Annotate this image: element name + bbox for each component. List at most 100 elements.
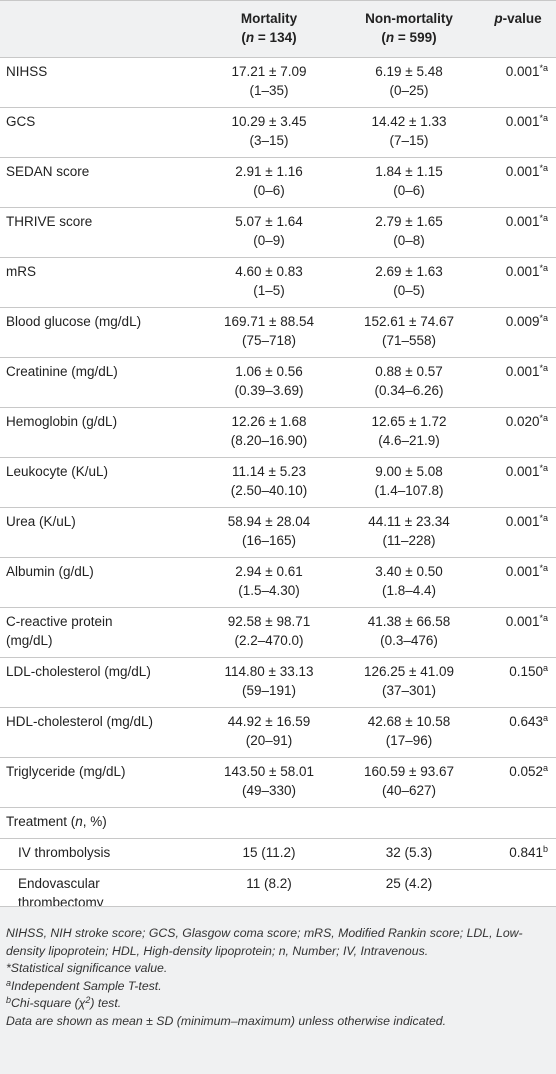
non-mortality-mean: 9.00 ± 5.08 xyxy=(375,464,443,479)
mortality-range: (2.2–470.0) xyxy=(234,633,304,648)
non-mortality-range: (1.8–4.4) xyxy=(381,583,437,598)
header-mortality-count: = 134) xyxy=(254,30,297,45)
table-row: Creatinine (mg/dL) 1.06 ± 0.56 (0.39–3.69)… xyxy=(0,357,556,408)
header-non-mortality-count: = 599) xyxy=(394,30,437,45)
p-value-cell: 0.001*a xyxy=(480,607,556,658)
row-label-text: Albumin (g/dL) xyxy=(6,564,94,579)
table-row: mRS 4.60 ± 0.83 (1–5) 2.69 ± 1.63 (0–5) 0.001… xyxy=(0,257,556,308)
row-label-text: C-reactive protein xyxy=(6,614,113,629)
p-value-cell: 0.001*a xyxy=(480,507,556,558)
p-value: 0.001 xyxy=(505,64,540,79)
mortality-mean: 10.29 ± 3.45 xyxy=(231,114,307,129)
p-value-cell: 0.001*a xyxy=(480,57,556,108)
row-label-text: SEDAN score xyxy=(6,164,90,179)
treatment-heading: Treatment (n, %) xyxy=(0,807,556,839)
row-label: Albumin (g/dL) xyxy=(0,557,200,608)
non-mortality-mean: 2.79 ± 1.65 xyxy=(375,214,443,229)
treatment-mortality-value: 15 (11.2) xyxy=(242,845,296,860)
non-mortality-range: (0–8) xyxy=(393,233,425,248)
table-header: Mortality (n = 134) Non-mortality (n = 5… xyxy=(0,0,556,58)
footnote-b: bChi-square (χ2) test. xyxy=(6,995,548,1013)
table-row: Urea (K/uL) 58.94 ± 28.04 (16–165) 44.11 ± … xyxy=(0,507,556,558)
table-row: GCS 10.29 ± 3.45 (3–15) 14.42 ± 1.33 (7–15) 0… xyxy=(0,107,556,158)
mortality-range: (0–6) xyxy=(253,183,285,198)
mortality-cell: 143.50 ± 58.01 (49–330) xyxy=(200,757,338,808)
treatment-label: IV thrombolysis xyxy=(0,838,200,870)
non-mortality-mean: 3.40 ± 0.50 xyxy=(375,564,443,579)
mortality-range: (1–35) xyxy=(249,83,289,98)
mortality-range: (20–91) xyxy=(245,733,293,748)
treatment-label-text: Endovascular xyxy=(18,876,100,891)
table-row: HDL-cholesterol (mg/dL) 44.92 ± 16.59 (20–… xyxy=(0,707,556,758)
table-row: Albumin (g/dL) 2.94 ± 0.61 (1.5–4.30) 3.40 … xyxy=(0,557,556,608)
table-row: Hemoglobin (g/dL) 12.26 ± 1.68 (8.20–16.90… xyxy=(0,407,556,458)
row-label: Creatinine (mg/dL) xyxy=(0,357,200,408)
mortality-mean: 4.60 ± 0.83 xyxy=(235,264,303,279)
mortality-mean: 44.92 ± 16.59 xyxy=(227,714,311,729)
mortality-cell: 2.91 ± 1.16 (0–6) xyxy=(200,157,338,208)
non-mortality-cell: 2.69 ± 1.63 (0–5) xyxy=(338,257,480,308)
header-p-rest: -value xyxy=(502,11,542,26)
non-mortality-mean: 6.19 ± 5.48 xyxy=(375,64,443,79)
header-p-italic: p xyxy=(494,11,503,26)
p-value: 0.009 xyxy=(505,314,540,329)
p-value-mark: *a xyxy=(539,613,548,623)
non-mortality-cell: 9.00 ± 5.08 (1.4–107.8) xyxy=(338,457,480,508)
non-mortality-cell: 1.84 ± 1.15 (0–6) xyxy=(338,157,480,208)
p-value-cell: 0.001*a xyxy=(480,557,556,608)
treatment-label-post: , %) xyxy=(82,814,107,829)
row-label: HDL-cholesterol (mg/dL) xyxy=(0,707,200,758)
mortality-mean: 143.50 ± 58.01 xyxy=(224,764,314,779)
mortality-range: (2.50–40.10) xyxy=(230,483,308,498)
p-value-cell: 0.001*a xyxy=(480,207,556,258)
treatment-mortality-value: 11 (8.2) xyxy=(246,876,292,891)
mortality-mean: 5.07 ± 1.64 xyxy=(235,214,303,229)
non-mortality-cell: 44.11 ± 23.34 (11–228) xyxy=(338,507,480,558)
mortality-cell: 10.29 ± 3.45 (3–15) xyxy=(200,107,338,158)
row-label-text: mRS xyxy=(6,264,36,279)
p-value-mark: *a xyxy=(539,263,548,273)
treatment-heading-row: Treatment (n, %) xyxy=(0,807,556,839)
footnote-data: Data are shown as mean ± SD (minimum–max… xyxy=(6,1013,447,1028)
row-label-text: Hemoglobin (g/dL) xyxy=(6,414,118,429)
treatment-p: 0.841 xyxy=(509,845,543,860)
non-mortality-cell: 41.38 ± 66.58 (0.3–476) xyxy=(338,607,480,658)
p-value-mark: *a xyxy=(539,413,548,423)
mortality-mean: 2.91 ± 1.16 xyxy=(235,164,303,179)
mortality-cell: 2.94 ± 0.61 (1.5–4.30) xyxy=(200,557,338,608)
mortality-cell: 5.07 ± 1.64 (0–9) xyxy=(200,207,338,258)
non-mortality-cell: 2.79 ± 1.65 (0–8) xyxy=(338,207,480,258)
p-value-cell: 0.001*a xyxy=(480,107,556,158)
row-label-text: THRIVE score xyxy=(6,214,93,229)
row-label-text-2: (mg/dL) xyxy=(6,633,53,648)
row-label: Blood glucose (mg/dL) xyxy=(0,307,200,358)
non-mortality-mean: 160.59 ± 93.67 xyxy=(364,764,454,779)
header-non-mortality: Non-mortality (n = 599) xyxy=(365,11,453,45)
footnote-a-text: Independent Sample T-test. xyxy=(11,978,162,993)
row-label: LDL-cholesterol (mg/dL) xyxy=(0,657,200,708)
p-value-cell: 0.001*a xyxy=(480,157,556,208)
non-mortality-mean: 152.61 ± 74.67 xyxy=(364,314,454,329)
non-mortality-range: (4.6–21.9) xyxy=(378,433,440,448)
row-label: NIHSS xyxy=(0,57,200,108)
row-label-text: NIHSS xyxy=(6,64,48,79)
mortality-mean: 1.06 ± 0.56 xyxy=(235,364,303,379)
row-label: THRIVE score xyxy=(0,207,200,258)
table-row: THRIVE score 5.07 ± 1.64 (0–9) 2.79 ± 1.65 (… xyxy=(0,207,556,258)
table-row: Triglyceride (mg/dL) 143.50 ± 58.01 (49–33… xyxy=(0,757,556,808)
footnote-abbreviations: NIHSS, NIH stroke score; GCS, Glasgow co… xyxy=(6,926,523,958)
header-mortality-label: Mortality xyxy=(240,11,298,26)
non-mortality-cell: 0.88 ± 0.57 (0.34–6.26) xyxy=(338,357,480,408)
header-empty xyxy=(0,1,200,58)
p-value-mark: *a xyxy=(539,563,548,573)
treatment-non-mortality-value: 25 (4.2) xyxy=(385,876,433,891)
row-label-text: Leukocyte (K/uL) xyxy=(6,464,109,479)
mortality-mean: 17.21 ± 7.09 xyxy=(231,64,307,79)
treatment-p-value: 0.841b xyxy=(480,838,556,870)
p-value-mark: *a xyxy=(539,463,548,473)
row-label: SEDAN score xyxy=(0,157,200,208)
non-mortality-cell: 6.19 ± 5.48 (0–25) xyxy=(338,57,480,108)
non-mortality-cell: 14.42 ± 1.33 (7–15) xyxy=(338,107,480,158)
p-value-mark: *a xyxy=(539,113,548,123)
table-row: NIHSS 17.21 ± 7.09 (1–35) 6.19 ± 5.48 (0–25)… xyxy=(0,57,556,108)
